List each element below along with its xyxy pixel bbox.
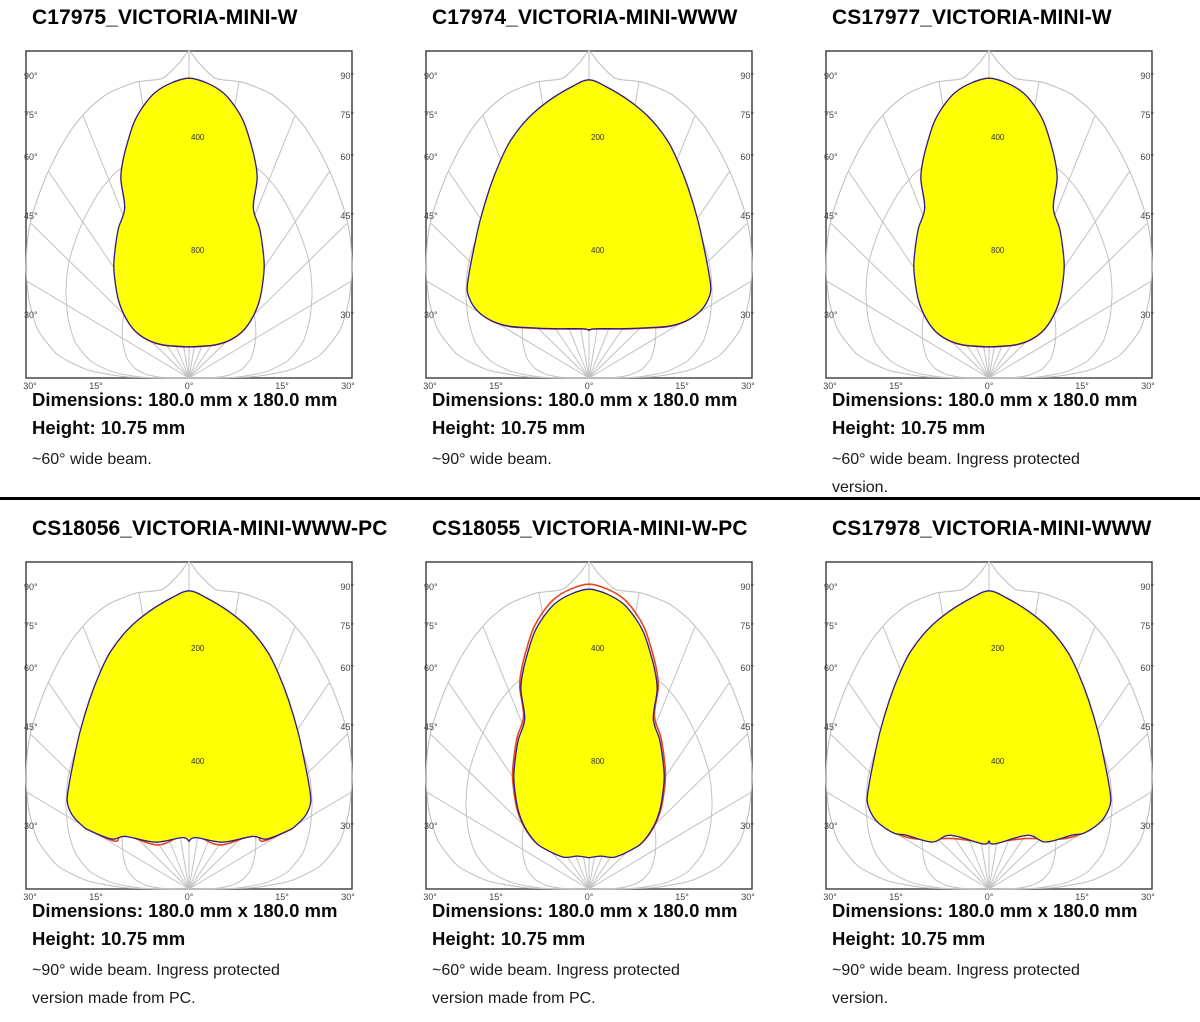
svg-text:60°: 60° [24, 152, 38, 162]
svg-text:400: 400 [991, 757, 1005, 766]
svg-text:60°: 60° [740, 152, 754, 162]
svg-text:75°: 75° [340, 110, 354, 120]
svg-text:45°: 45° [340, 211, 354, 221]
svg-text:90°: 90° [740, 71, 754, 81]
svg-text:30°: 30° [1140, 821, 1154, 831]
svg-text:75°: 75° [824, 110, 838, 120]
svg-text:45°: 45° [1140, 211, 1154, 221]
svg-text:60°: 60° [1140, 152, 1154, 162]
svg-text:90°: 90° [424, 71, 438, 81]
svg-text:75°: 75° [824, 621, 838, 631]
svg-text:800: 800 [991, 246, 1005, 255]
svg-text:90°: 90° [340, 582, 354, 592]
svg-text:200: 200 [591, 133, 605, 142]
svg-text:90°: 90° [340, 71, 354, 81]
svg-text:30°: 30° [424, 310, 438, 320]
svg-text:30°: 30° [741, 381, 755, 391]
svg-text:30°: 30° [341, 381, 355, 391]
svg-text:75°: 75° [740, 110, 754, 120]
svg-text:90°: 90° [1140, 582, 1154, 592]
svg-text:60°: 60° [24, 663, 38, 673]
svg-text:200: 200 [991, 644, 1005, 653]
svg-text:30°: 30° [824, 310, 838, 320]
svg-text:400: 400 [591, 644, 605, 653]
svg-text:30°: 30° [424, 821, 438, 831]
svg-text:200: 200 [191, 644, 205, 653]
svg-text:90°: 90° [24, 582, 38, 592]
svg-text:60°: 60° [1140, 663, 1154, 673]
svg-text:90°: 90° [424, 582, 438, 592]
svg-text:45°: 45° [824, 722, 838, 732]
svg-text:30°: 30° [824, 821, 838, 831]
svg-text:30°: 30° [340, 310, 354, 320]
svg-text:30°: 30° [741, 892, 755, 902]
svg-text:30°: 30° [1140, 310, 1154, 320]
svg-text:75°: 75° [24, 110, 38, 120]
svg-text:30°: 30° [24, 310, 38, 320]
svg-text:30°: 30° [1141, 892, 1155, 902]
svg-text:400: 400 [191, 133, 205, 142]
svg-text:60°: 60° [424, 152, 438, 162]
svg-text:800: 800 [591, 757, 605, 766]
svg-text:30°: 30° [740, 310, 754, 320]
svg-text:45°: 45° [740, 211, 754, 221]
svg-text:75°: 75° [424, 110, 438, 120]
svg-text:30°: 30° [24, 821, 38, 831]
svg-text:45°: 45° [824, 211, 838, 221]
svg-text:90°: 90° [1140, 71, 1154, 81]
svg-text:45°: 45° [740, 722, 754, 732]
svg-text:90°: 90° [824, 71, 838, 81]
svg-text:30°: 30° [341, 892, 355, 902]
svg-text:30°: 30° [740, 821, 754, 831]
svg-text:45°: 45° [424, 211, 438, 221]
svg-text:75°: 75° [424, 621, 438, 631]
svg-text:800: 800 [191, 246, 205, 255]
svg-text:90°: 90° [24, 71, 38, 81]
svg-text:75°: 75° [1140, 110, 1154, 120]
svg-text:45°: 45° [1140, 722, 1154, 732]
svg-text:75°: 75° [340, 621, 354, 631]
svg-text:75°: 75° [24, 621, 38, 631]
svg-text:75°: 75° [740, 621, 754, 631]
svg-text:90°: 90° [740, 582, 754, 592]
svg-text:400: 400 [991, 133, 1005, 142]
svg-text:45°: 45° [424, 722, 438, 732]
svg-text:30°: 30° [340, 821, 354, 831]
svg-text:60°: 60° [824, 663, 838, 673]
svg-text:400: 400 [191, 757, 205, 766]
svg-text:75°: 75° [1140, 621, 1154, 631]
svg-text:90°: 90° [824, 582, 838, 592]
svg-text:60°: 60° [424, 663, 438, 673]
svg-text:60°: 60° [824, 152, 838, 162]
svg-text:30°: 30° [1141, 381, 1155, 391]
svg-text:60°: 60° [340, 663, 354, 673]
svg-text:60°: 60° [340, 152, 354, 162]
svg-text:400: 400 [591, 246, 605, 255]
svg-text:45°: 45° [24, 211, 38, 221]
svg-text:60°: 60° [740, 663, 754, 673]
svg-text:45°: 45° [24, 722, 38, 732]
svg-text:45°: 45° [340, 722, 354, 732]
